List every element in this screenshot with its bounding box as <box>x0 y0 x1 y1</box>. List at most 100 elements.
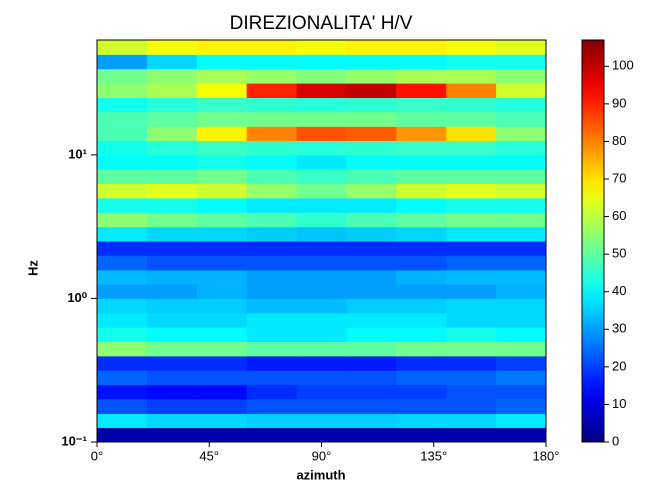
heatmap-cell <box>246 269 298 285</box>
heatmap-cell <box>296 140 347 156</box>
heatmap-cell <box>346 398 397 414</box>
heatmap-cell <box>196 370 248 386</box>
heatmap-cell <box>296 183 347 199</box>
heatmap-cell <box>146 327 198 343</box>
heatmap-cell <box>196 111 248 127</box>
heatmap-cell <box>396 327 447 343</box>
heatmap-cell <box>496 97 547 113</box>
heatmap-cell <box>296 298 347 314</box>
heatmap-cell <box>146 398 198 414</box>
heatmap-cell <box>97 355 148 371</box>
heatmap-cell <box>496 312 547 328</box>
heatmap-cell <box>97 226 148 242</box>
heatmap-cell <box>196 312 248 328</box>
heatmap-cell <box>396 54 447 70</box>
heatmap-cell <box>196 226 248 242</box>
heatmap-cell <box>146 341 198 357</box>
heatmap-cell <box>146 197 198 213</box>
heatmap-cell <box>146 212 198 228</box>
heatmap-cell <box>346 255 397 271</box>
heatmap-cell <box>296 126 347 141</box>
heatmap-cell <box>97 68 148 84</box>
heatmap-cell <box>146 140 198 156</box>
heatmap-cell <box>296 111 347 127</box>
colorbar-tick-label: 30 <box>612 321 626 336</box>
heatmap-cell <box>296 413 347 429</box>
heatmap-cell <box>346 370 397 386</box>
heatmap-cell <box>246 398 298 414</box>
heatmap-cell <box>446 370 497 386</box>
heatmap-cell <box>346 226 397 242</box>
heatmap-cell <box>496 212 547 228</box>
heatmap-cell <box>196 183 248 199</box>
heatmap-cell <box>196 169 248 185</box>
heatmap-cell <box>97 111 148 127</box>
heatmap-cell <box>146 226 198 242</box>
heatmap-cell <box>496 154 547 170</box>
heatmap-cell <box>396 212 447 228</box>
heatmap-cell <box>496 398 547 414</box>
heatmap-cell <box>496 83 547 98</box>
x-tick-label: 90° <box>312 448 332 463</box>
heatmap-cell <box>296 384 347 400</box>
heatmap-cell <box>196 355 248 371</box>
heatmap-cell <box>246 54 298 70</box>
heatmap-cell <box>396 355 447 371</box>
heatmap-cell <box>446 54 497 70</box>
heatmap-cell <box>246 298 298 314</box>
heatmap-cell <box>396 226 447 242</box>
heatmap-cell <box>346 427 397 443</box>
heatmap-cell <box>396 427 447 443</box>
heatmap-cell <box>146 427 198 443</box>
heatmap-cell <box>296 284 347 299</box>
heatmap-cell <box>97 126 148 141</box>
heatmap-cell <box>296 341 347 357</box>
heatmap-cell <box>146 298 198 314</box>
heatmap-cell <box>496 298 547 314</box>
heatmap-cell <box>396 183 447 199</box>
heatmap-cell <box>296 40 347 55</box>
heatmap-cell <box>97 255 148 271</box>
heatmap-cell <box>496 413 547 429</box>
heatmap-cell <box>196 398 248 414</box>
heatmap-cell <box>496 54 547 70</box>
heatmap-cell <box>296 169 347 185</box>
x-tick-label: 45° <box>199 448 219 463</box>
heatmap-cell <box>446 140 497 156</box>
heatmap-cell <box>146 384 198 400</box>
heatmap-cell <box>346 183 397 199</box>
heatmap-cell <box>97 327 148 343</box>
heatmap-cell <box>396 298 447 314</box>
heatmap-cell <box>446 269 497 285</box>
heatmap-cell <box>446 83 497 98</box>
x-tick-label: 135° <box>420 448 447 463</box>
heatmap-cell <box>196 427 248 443</box>
heatmap-cell <box>146 111 198 127</box>
heatmap-cell <box>146 241 198 256</box>
heatmap-cell <box>146 97 198 113</box>
colorbar-tick-label: 10 <box>612 396 626 411</box>
heatmap-cell <box>446 355 497 371</box>
heatmap-cell <box>146 169 198 185</box>
heatmap-cell <box>196 341 248 357</box>
heatmap-cell <box>346 68 397 84</box>
heatmap-cell <box>97 140 148 156</box>
heatmap-cell <box>246 68 298 84</box>
x-tick-label: 0° <box>91 448 103 463</box>
heatmap-cell <box>196 241 248 256</box>
heatmap-cell <box>146 154 198 170</box>
colorbar-tick-label: 100 <box>612 58 634 73</box>
heatmap-cell <box>97 154 148 170</box>
heatmap-cell <box>246 83 298 98</box>
heatmap-cell <box>196 384 248 400</box>
heatmap-cell <box>246 169 298 185</box>
heatmap-cell <box>396 284 447 299</box>
heatmap-cell <box>396 413 447 429</box>
heatmap-cell <box>196 284 248 299</box>
heatmap-cell <box>446 413 497 429</box>
heatmap-cell <box>496 327 547 343</box>
heatmap-cell <box>196 197 248 213</box>
heatmap-cell <box>97 169 148 185</box>
heatmap-cell <box>496 427 547 443</box>
heatmap-cell <box>296 269 347 285</box>
